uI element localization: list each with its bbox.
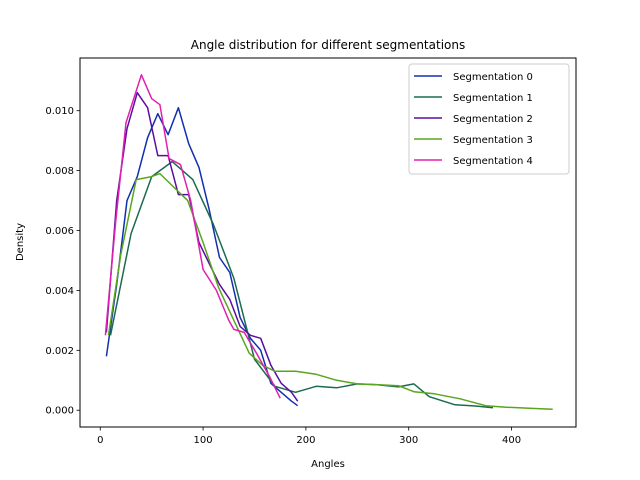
legend-label-0: Segmentation 0 xyxy=(453,72,533,83)
x-tick-label: 100 xyxy=(194,435,213,446)
y-tick-label: 0.002 xyxy=(45,346,74,357)
y-axis: 0.000 0.002 0.004 0.006 0.008 0.010 xyxy=(45,106,80,417)
legend-label-1: Segmentation 1 xyxy=(453,93,533,104)
series-line-2 xyxy=(105,91,299,402)
series-line-3 xyxy=(107,172,553,411)
legend-label-3: Segmentation 3 xyxy=(453,135,533,146)
series-line-4 xyxy=(104,74,281,399)
series-line-1 xyxy=(109,160,494,409)
y-axis-title: Density xyxy=(15,223,26,261)
x-axis-title: Angles xyxy=(311,459,345,470)
x-tick-label: 200 xyxy=(296,435,315,446)
legend: Segmentation 0 Segmentation 1 Segmentation… xyxy=(408,63,570,175)
chart-title: Angle distribution for different segment… xyxy=(191,38,465,52)
x-axis: 0 100 200 300 400 xyxy=(97,427,521,446)
x-tick-label: 0 xyxy=(97,435,103,446)
y-tick-label: 0.000 xyxy=(45,406,74,417)
y-tick-label: 0.004 xyxy=(45,286,74,297)
legend-box xyxy=(408,63,570,175)
y-tick-label: 0.006 xyxy=(45,226,74,237)
legend-label-4: Segmentation 4 xyxy=(453,156,533,167)
y-tick-label: 0.010 xyxy=(45,106,74,117)
x-tick-label: 300 xyxy=(399,435,418,446)
y-tick-label: 0.008 xyxy=(45,166,74,177)
x-tick-label: 400 xyxy=(502,435,521,446)
series-layer xyxy=(104,74,553,411)
legend-label-2: Segmentation 2 xyxy=(453,114,533,125)
